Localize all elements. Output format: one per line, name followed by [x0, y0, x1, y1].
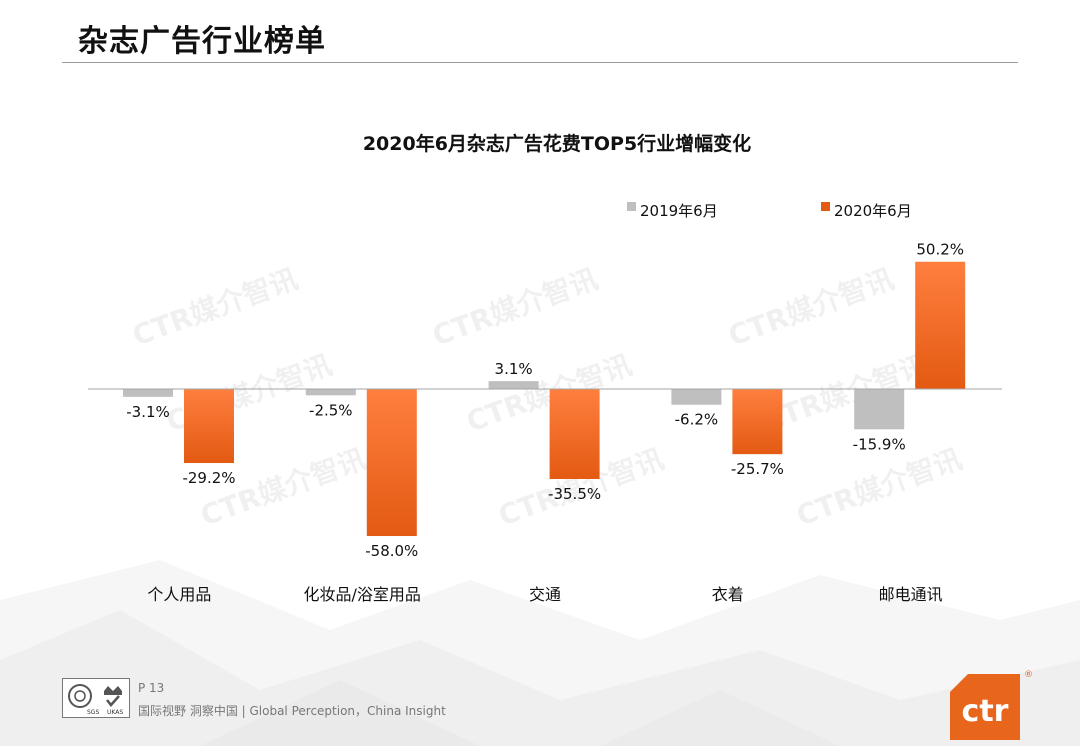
category-label: 邮电通讯 [879, 585, 943, 604]
bar-2019 [123, 389, 173, 397]
registered-mark: ® [1024, 670, 1033, 680]
bar-2019 [305, 389, 356, 396]
legend-label-2020: 2020年6月 [834, 202, 912, 220]
data-label: -3.1% [126, 403, 170, 421]
bar-2020 [915, 261, 966, 389]
ctr-logo: ctr [950, 674, 1020, 740]
data-label: -6.2% [675, 411, 719, 429]
data-label: -29.2% [182, 469, 235, 487]
bar-2019 [671, 389, 722, 405]
sgs-seal-icon [68, 684, 92, 708]
bars-group [123, 261, 966, 537]
data-label: -58.0% [365, 542, 418, 560]
bar-2020 [366, 389, 417, 537]
bar-2020 [732, 389, 783, 455]
legend-label-2019: 2019年6月 [640, 202, 718, 220]
legend-swatch-2020 [821, 202, 830, 211]
bar-2020 [549, 389, 600, 479]
labels-group: -3.1% -29.2% 个人用品 -2.5% -58.0% 化妆品/浴室用品 3.1% -3… [126, 241, 964, 604]
page-title: 杂志广告行业榜单 [78, 24, 326, 59]
bar-2019 [854, 389, 905, 430]
ukas-crown-icon [104, 686, 122, 707]
category-label: 交通 [529, 585, 561, 604]
data-label: -25.7% [731, 460, 784, 478]
category-label: 化妆品/浴室用品 [303, 585, 420, 604]
data-label: 50.2% [916, 241, 964, 259]
title-divider [62, 62, 1018, 63]
data-label: 3.1% [495, 360, 533, 378]
badge-right-text: UKAS [107, 709, 124, 716]
badge-left-text: SGS [87, 709, 100, 716]
logo-text: ctr [962, 694, 1009, 729]
category-label: 个人用品 [147, 585, 211, 604]
certification-badge: SGS UKAS [62, 678, 130, 718]
chart-title: 2020年6月杂志广告花费TOP5行业增幅变化 [363, 132, 751, 155]
footer-tagline: 国际视野 洞察中国 | Global Perception，China Insi… [138, 704, 446, 718]
page-number: P 13 [138, 681, 165, 695]
category-label: 衣着 [712, 585, 744, 604]
legend-swatch-2019 [627, 202, 636, 211]
data-label: -2.5% [309, 401, 353, 419]
bar-2019 [488, 381, 539, 389]
data-label: -15.9% [853, 435, 906, 453]
data-label: -35.5% [548, 485, 601, 503]
bar-2020 [184, 389, 234, 464]
